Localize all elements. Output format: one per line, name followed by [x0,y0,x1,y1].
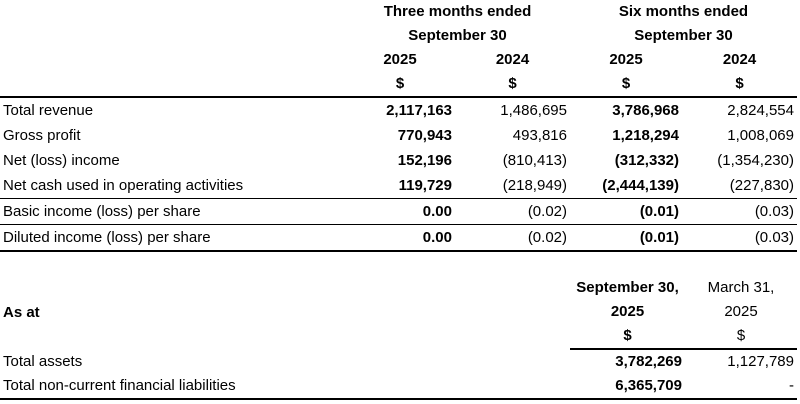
cell-value: (0.03) [682,224,797,252]
year-header: 2024 [722,51,757,69]
row-label: Diluted income (loss) per share [0,224,345,252]
cell-value: 1,218,294 [612,126,679,144]
currency-symbol: $ [455,72,570,98]
cell-value: (312,332) [614,151,679,169]
group-subtitle-three-months: September 30 [408,27,507,45]
group-subtitle-six-months: September 30 [634,27,733,45]
as-at-label: As at [3,303,40,321]
table-row-diluted-eps: Diluted income (loss) per share 0.00 (0.… [0,224,797,252]
header-spacer [0,24,345,48]
table-row-total-revenue: Total revenue 2,117,163 1,486,695 3,786,… [0,97,797,123]
period-group-row: Three months ended Six months ended [0,0,797,24]
cell-value: 770,943 [397,126,452,144]
cell-value: (218,949) [455,173,570,199]
header-spacer [0,72,345,98]
table-row-gross-profit: Gross profit 770,943 493,816 1,218,294 1… [0,123,797,148]
currency-symbol: $ [685,324,797,350]
cell-value: 1,008,069 [727,126,794,144]
date-year-row: 2025 2025 [0,300,797,324]
row-label: Net cash used in operating activities [0,173,345,199]
row-label: Gross profit [3,126,81,144]
table-row-non-current-liabilities: Total non-current financial liabilities … [0,374,797,400]
cell-value: 3,786,968 [612,101,679,119]
row-label: Total assets [3,352,83,370]
row-label: Net (loss) income [3,151,120,169]
year-header-row: 2025 2024 2025 2024 [0,48,797,72]
currency-symbol: $ [570,324,685,350]
currency-header-row: $ $ [0,324,797,350]
cell-value: (0.01) [570,224,682,252]
cell-value: (0.01) [570,198,682,225]
cell-value: 0.00 [345,224,455,252]
cell-value: (1,354,230) [717,151,794,169]
header-spacer [0,48,345,72]
cell-value: (0.02) [455,224,570,252]
cell-value: (2,444,139) [570,173,682,199]
row-label: Basic income (loss) per share [0,198,345,225]
cell-value: (0.03) [682,198,797,225]
row-label: Total non-current financial liabilities [0,374,570,400]
cell-value: 493,816 [512,126,567,144]
currency-header-row: $ $ $ $ [0,72,797,98]
table-row-basic-eps: Basic income (loss) per share 0.00 (0.02… [0,198,797,225]
cell-value: 2,117,163 [386,101,452,119]
cell-value: 3,782,269 [615,353,682,371]
currency-symbol: $ [570,72,682,98]
header-spacer [0,0,345,24]
date-header-sept: September 30, [576,279,679,297]
table-row-net-loss-income: Net (loss) income 152,196 (810,413) (312… [0,148,797,173]
cell-value: 1,127,789 [727,353,794,371]
group-title-three-months: Three months ended [383,3,532,21]
table-row-total-assets: Total assets 3,782,269 1,127,789 [0,349,797,374]
cell-value: 6,365,709 [570,374,685,400]
cell-value: 119,729 [345,173,455,199]
cell-value: (227,830) [682,173,797,199]
operations-summary-table: Three months ended Six months ended Sept… [0,0,797,252]
cell-value: (0.02) [455,198,570,225]
balance-summary-table: As at September 30, March 31, 2025 2025 … [0,276,797,400]
cell-value: - [685,374,797,400]
table-row-net-cash-operating: Net cash used in operating activities 11… [0,173,797,199]
date-header-march: March 31, [707,279,775,297]
cell-value: 0.00 [345,198,455,225]
year-header: 2024 [495,51,530,69]
table-gap [0,252,800,276]
year-header: 2025 [609,51,643,69]
cell-value: 152,196 [397,151,452,169]
cell-value: 1,486,695 [500,101,567,119]
cell-value: 2,824,554 [727,101,794,119]
currency-symbol: $ [682,72,797,98]
row-label: Total revenue [3,101,94,119]
date-year: 2025 [724,303,758,321]
period-subtitle-row: September 30 September 30 [0,24,797,48]
year-header: 2025 [383,51,417,69]
cell-value: (810,413) [502,151,567,169]
currency-symbol: $ [345,72,455,98]
group-title-six-months: Six months ended [618,3,749,21]
date-header-row: As at September 30, March 31, [0,276,797,321]
date-year: 2025 [610,303,645,321]
